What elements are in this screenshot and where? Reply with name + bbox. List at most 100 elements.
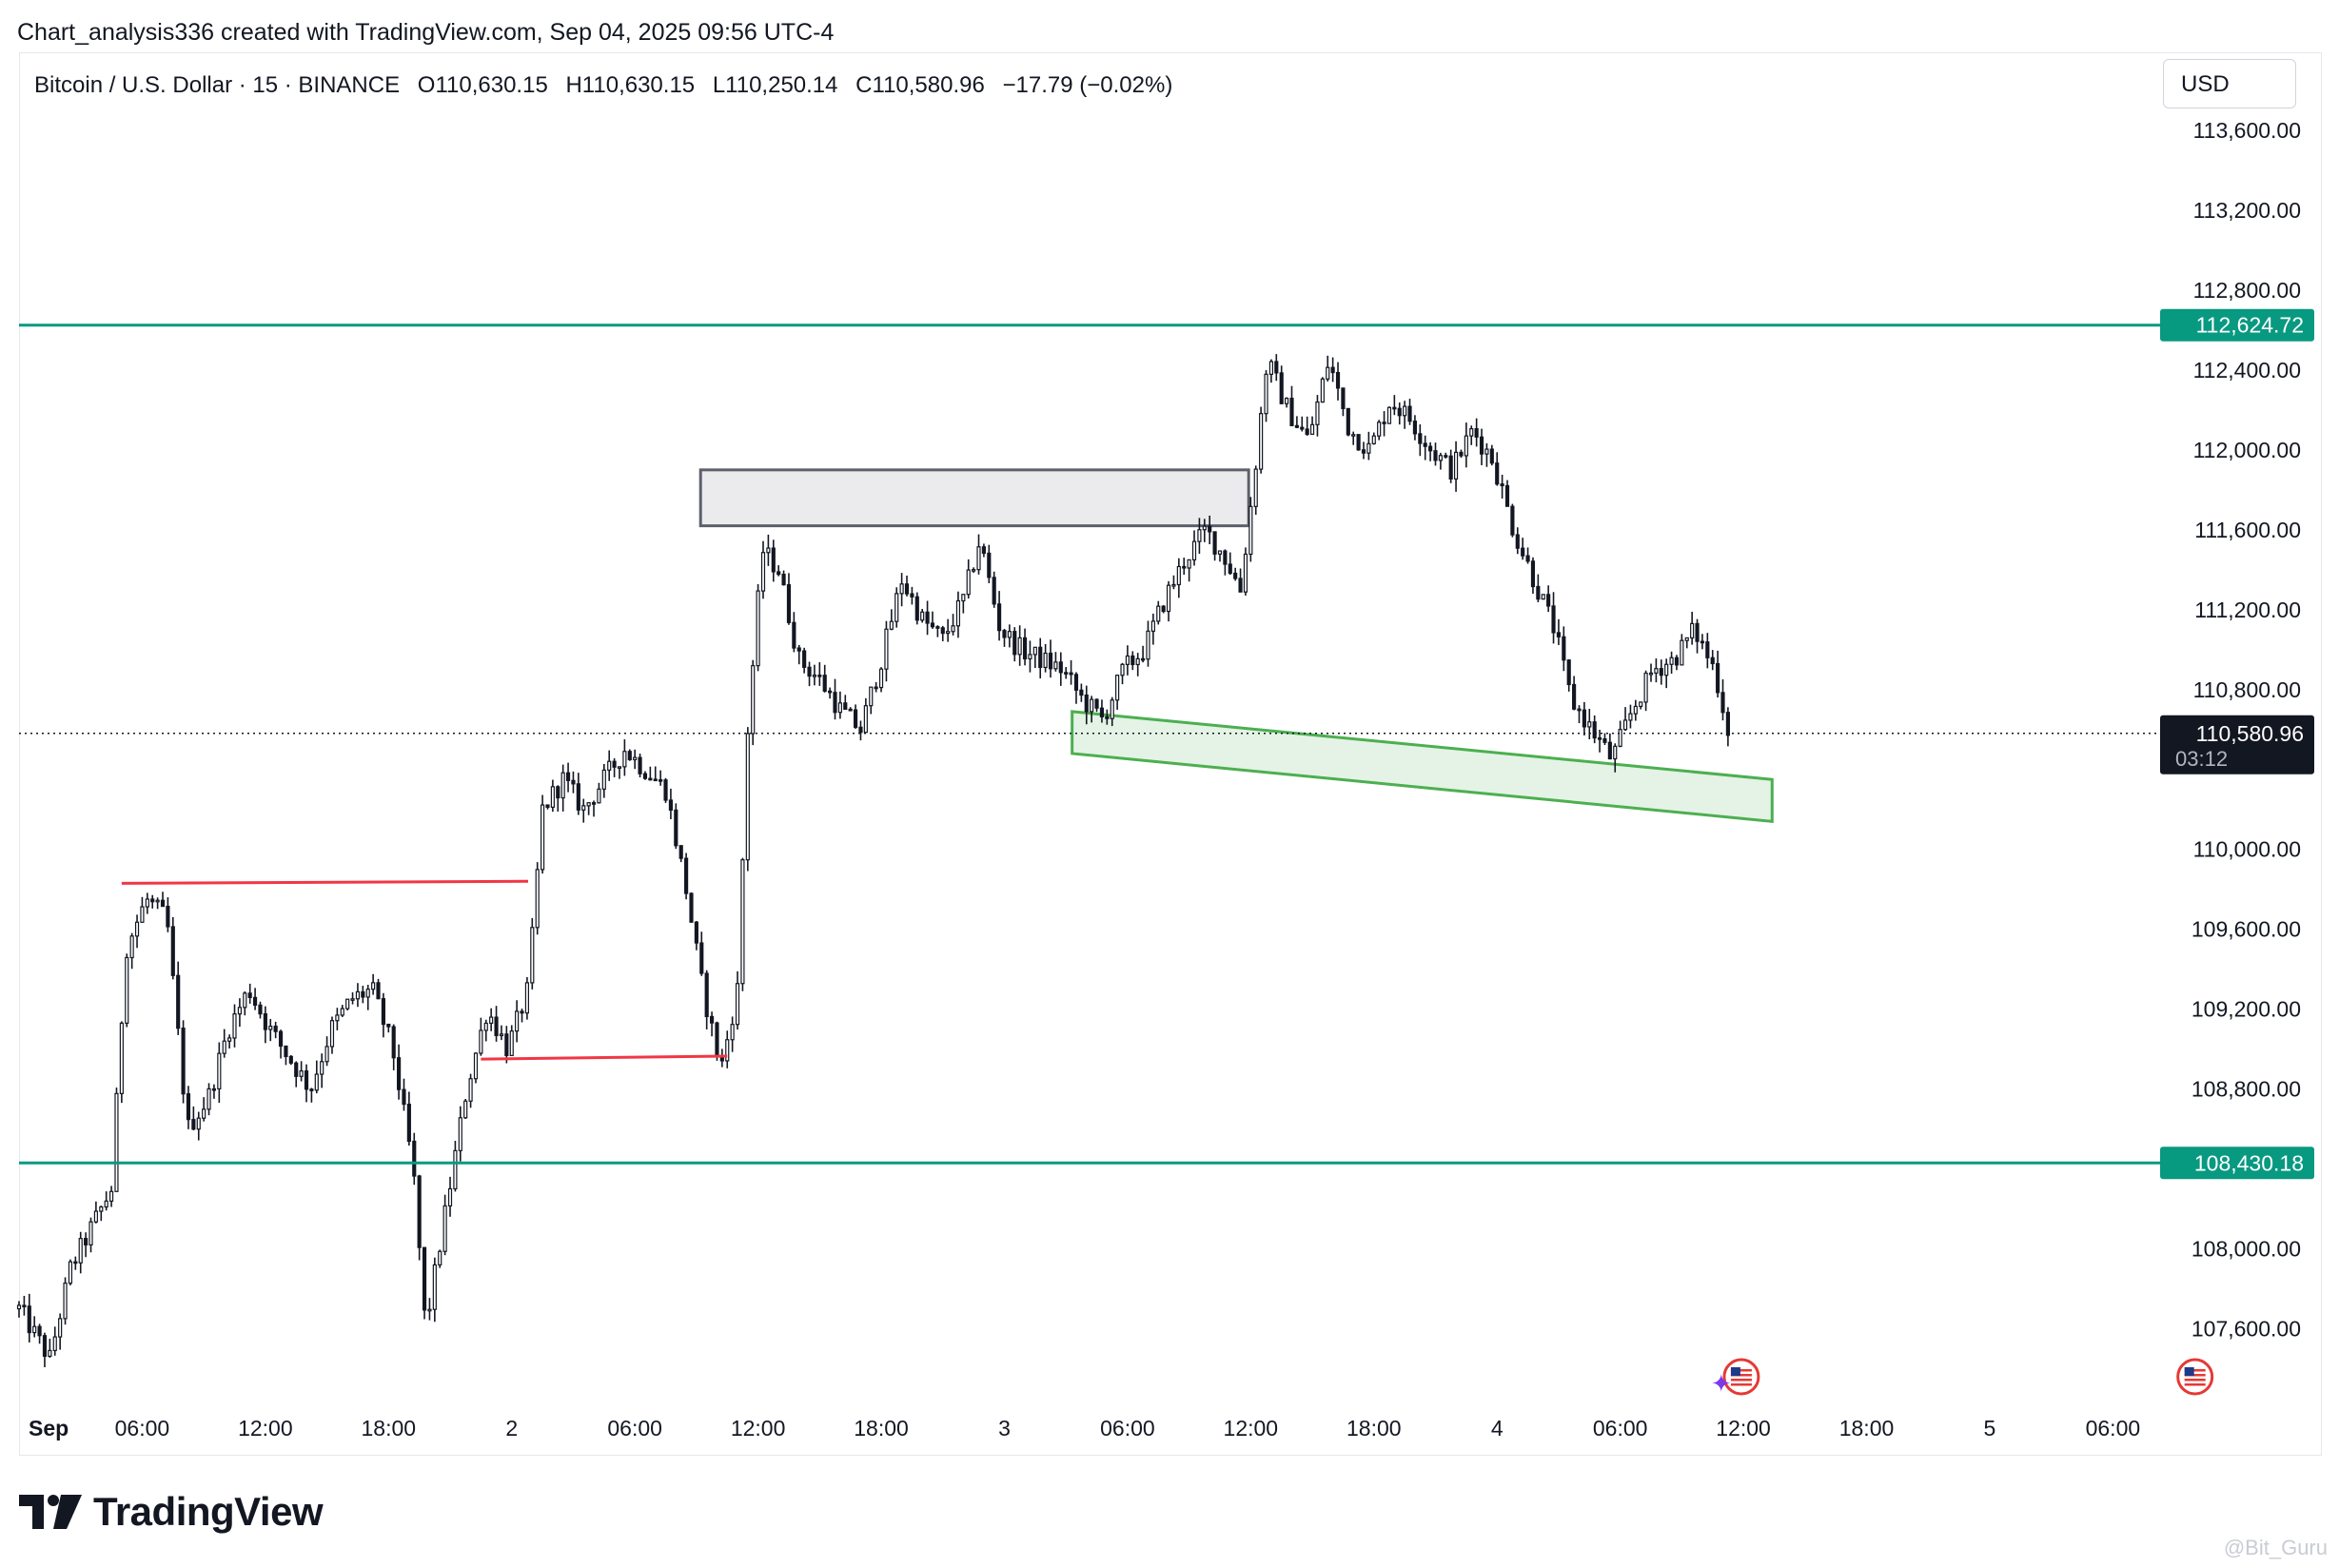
y-tick-label: 110,000.00 — [2193, 837, 2301, 862]
watermark: @Bit_Guru — [2223, 1536, 2328, 1559]
candle-body — [1264, 373, 1268, 415]
candle-body — [781, 574, 786, 586]
candle-body — [1536, 585, 1541, 600]
candle-body — [499, 1033, 504, 1037]
candle-body — [760, 552, 766, 592]
flag-stripe — [2184, 1374, 2206, 1377]
flag-stripe — [2184, 1369, 2206, 1372]
candle-body — [884, 628, 889, 670]
candle-body — [1191, 540, 1197, 560]
candle-body — [1156, 605, 1161, 622]
candle-body — [78, 1238, 83, 1264]
candle-body — [458, 1117, 462, 1151]
candle-body — [1725, 712, 1730, 736]
candle-body — [119, 1022, 124, 1094]
candle-body — [904, 583, 910, 595]
candle-body — [1130, 655, 1135, 666]
candle-body — [1618, 729, 1622, 747]
candle-body — [1238, 578, 1243, 593]
price-level-tag-label: 108,430.18 — [2194, 1150, 2304, 1175]
candle-body — [1268, 361, 1273, 375]
candle-body — [586, 802, 591, 807]
x-tick-label: 18:00 — [1346, 1416, 1402, 1441]
candle-body — [1674, 657, 1680, 666]
candle-body — [442, 1205, 447, 1252]
last-price-value: 110,580.96 — [2196, 721, 2304, 746]
candle-body — [1007, 631, 1012, 638]
candle-body — [961, 594, 966, 602]
candle-body — [766, 547, 771, 554]
candle-body — [232, 1013, 237, 1039]
candle-body — [1043, 652, 1048, 669]
candle-body — [622, 751, 627, 768]
candle-body — [515, 1010, 520, 1032]
candle-body — [796, 647, 801, 652]
candle-body — [1330, 366, 1335, 374]
candle-body — [1504, 484, 1510, 507]
candle-body — [222, 1040, 226, 1054]
candle-body — [170, 926, 175, 976]
candle-body — [381, 998, 385, 1026]
candle-body — [258, 1004, 263, 1015]
candle-body — [1135, 657, 1140, 666]
candle-body — [1294, 424, 1299, 428]
candle-body — [1305, 428, 1309, 435]
candle-body — [878, 668, 884, 689]
candle-body — [1622, 719, 1628, 731]
y-tick-label: 108,000.00 — [2192, 1237, 2301, 1262]
candle-body — [1166, 584, 1171, 613]
chart-pane[interactable] — [19, 52, 2322, 1456]
candle-body — [776, 571, 781, 576]
candle-body — [324, 1046, 329, 1063]
candle-body — [1659, 668, 1663, 676]
legend-symbol[interactable]: Bitcoin / U.S. Dollar · 15 · BINANCE — [34, 72, 401, 98]
candle-body — [576, 783, 580, 811]
candle-body — [1115, 675, 1120, 701]
candle-body — [1541, 594, 1545, 600]
candle-body — [186, 1093, 191, 1121]
candle-body — [202, 1108, 206, 1119]
candle-body — [1361, 449, 1366, 454]
candle-body — [453, 1149, 458, 1190]
candle-body — [1700, 640, 1705, 644]
flag-canton — [2184, 1367, 2194, 1376]
candle-body — [571, 779, 576, 785]
candle-body — [1469, 428, 1474, 437]
x-tick-label: 4 — [1491, 1416, 1504, 1441]
candle-body — [591, 802, 597, 805]
candle-body — [1002, 630, 1007, 638]
candle-body — [309, 1088, 314, 1091]
x-tick-label: 06:00 — [1593, 1416, 1648, 1441]
candle-body — [1171, 583, 1176, 587]
candle-body — [817, 674, 822, 677]
x-tick-label: 5 — [1984, 1416, 1996, 1441]
candle-body — [1141, 657, 1146, 661]
candle-body — [1248, 505, 1253, 556]
candle-body — [1428, 445, 1433, 452]
candle-body — [427, 1308, 432, 1312]
x-tick-label: 12:00 — [1716, 1416, 1771, 1441]
candle-body — [1309, 423, 1315, 435]
candle-body — [1058, 661, 1063, 674]
candle-body — [987, 552, 992, 578]
candle-body — [1392, 406, 1397, 410]
x-tick-label: 06:00 — [2086, 1416, 2141, 1441]
green-channel — [1071, 710, 1774, 823]
tradingview-logo: TradingView — [19, 1489, 324, 1535]
candle-body — [438, 1250, 442, 1266]
x-tick-label: 3 — [998, 1416, 1011, 1441]
candle-body — [155, 899, 160, 903]
candle-body — [1208, 525, 1212, 533]
candle-body — [247, 992, 252, 998]
candle-body — [725, 1039, 730, 1062]
currency-selector[interactable]: USD — [2163, 59, 2296, 108]
candle-body — [1326, 366, 1330, 380]
candle-body — [211, 1088, 217, 1091]
legend-high: H110,630.15 — [565, 72, 696, 98]
flag-stripe — [1730, 1374, 1752, 1377]
candle-body — [1038, 646, 1043, 669]
candle-body — [314, 1073, 319, 1091]
candle-body — [1587, 721, 1592, 728]
candle-body — [1521, 547, 1525, 557]
